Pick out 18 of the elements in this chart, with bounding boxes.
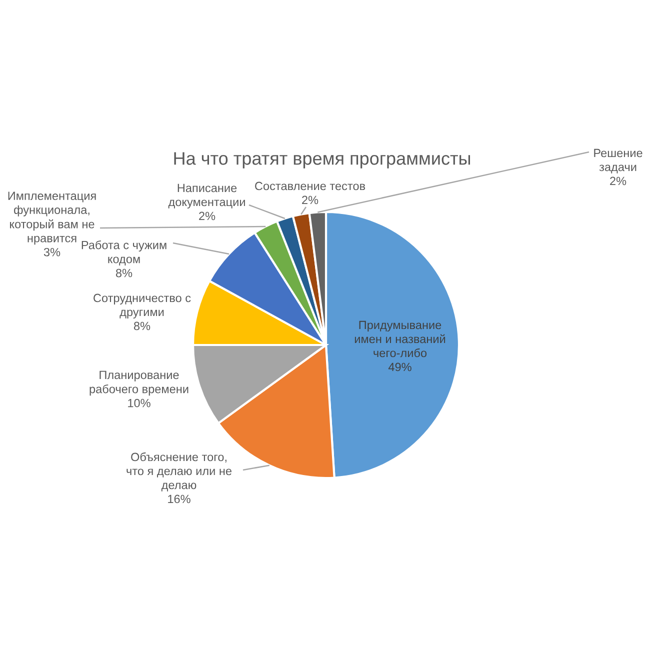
slice-label: Сотрудничество с другими [94, 294, 191, 319]
slice-label: Планирование рабочего времени [90, 370, 188, 396]
slice-label: Решение задачи [594, 148, 642, 174]
data-label: 2% [610, 176, 626, 186]
slice-label: Составление тестов [255, 182, 366, 190]
slice-label: Объяснение того, что я делаю или не делаю [126, 452, 232, 492]
data-label: 16% [168, 494, 190, 504]
data-label: 2% [302, 196, 318, 204]
data-label: 2% [199, 212, 216, 220]
data-label: 8% [134, 322, 150, 330]
data-label: 8% [116, 268, 132, 278]
data-label: 10% [128, 398, 150, 408]
chart-title: На что тратят время программисты [174, 152, 470, 168]
slice-label: Работа с чужим кодом [82, 240, 166, 266]
slice-label: Написание документации [168, 184, 245, 208]
data-label: 49% [388, 362, 412, 372]
slice-label: Придумывание имен и названий чего-либо [354, 320, 446, 358]
data-label: 3% [44, 248, 60, 256]
